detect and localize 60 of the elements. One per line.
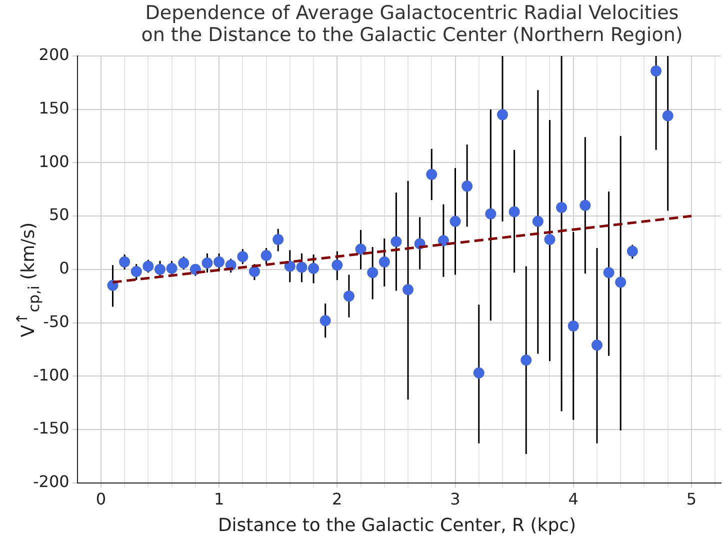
point	[662, 110, 674, 122]
x-tick-label: 5	[686, 490, 697, 509]
point	[343, 290, 354, 302]
point	[332, 260, 343, 271]
point	[367, 267, 378, 278]
point	[119, 256, 130, 268]
y-tick-label: -50	[43, 312, 70, 331]
x-tick-label: 1	[214, 490, 224, 509]
y-tick-label: -150	[33, 418, 70, 438]
point	[202, 258, 213, 268]
point	[603, 267, 614, 278]
point	[544, 234, 556, 246]
point	[615, 276, 626, 288]
point	[520, 354, 532, 366]
point	[450, 216, 461, 227]
point	[154, 264, 166, 275]
point	[320, 315, 331, 326]
point	[556, 202, 568, 214]
point	[178, 258, 190, 268]
y-tick-label: 150	[38, 98, 70, 118]
point	[390, 236, 402, 248]
x-tick-label: 2	[332, 490, 342, 509]
y-tick-label: -100	[33, 365, 70, 384]
point	[580, 200, 591, 211]
y-tick-label: 200	[38, 45, 70, 64]
point	[284, 260, 296, 272]
point	[626, 246, 638, 257]
x-tick-label: 4	[568, 490, 578, 509]
point	[248, 266, 260, 278]
point	[473, 367, 484, 378]
point	[650, 65, 662, 76]
point	[532, 216, 544, 227]
y-tick-label: 0	[59, 258, 70, 278]
point	[166, 262, 178, 274]
x-tick-label: 3	[450, 490, 460, 509]
point	[402, 284, 414, 296]
point	[462, 180, 473, 192]
x-tick-label: 0	[96, 490, 106, 509]
point	[497, 109, 508, 120]
y-tick-label: -200	[33, 472, 70, 491]
point	[485, 208, 496, 220]
point	[214, 256, 225, 268]
point	[237, 251, 248, 262]
x-axis-title: Distance to the Galactic Center, R (kpc)	[216, 515, 578, 536]
point	[355, 244, 366, 255]
point	[378, 256, 390, 268]
point	[272, 234, 284, 246]
point	[568, 320, 579, 332]
point	[591, 340, 602, 351]
point	[308, 262, 320, 274]
point	[438, 235, 449, 246]
chart-title: Dependence of Average Galactocentric Radial Velocities on the Distance to the Galactic Center (Northern Region)	[140, 2, 684, 46]
point	[508, 206, 520, 218]
point	[260, 250, 272, 262]
point	[426, 168, 438, 180]
y-tick-label: 50	[48, 205, 70, 224]
point	[142, 260, 154, 272]
point	[296, 262, 308, 273]
y-tick-label: 100	[38, 152, 70, 171]
point	[130, 266, 142, 278]
